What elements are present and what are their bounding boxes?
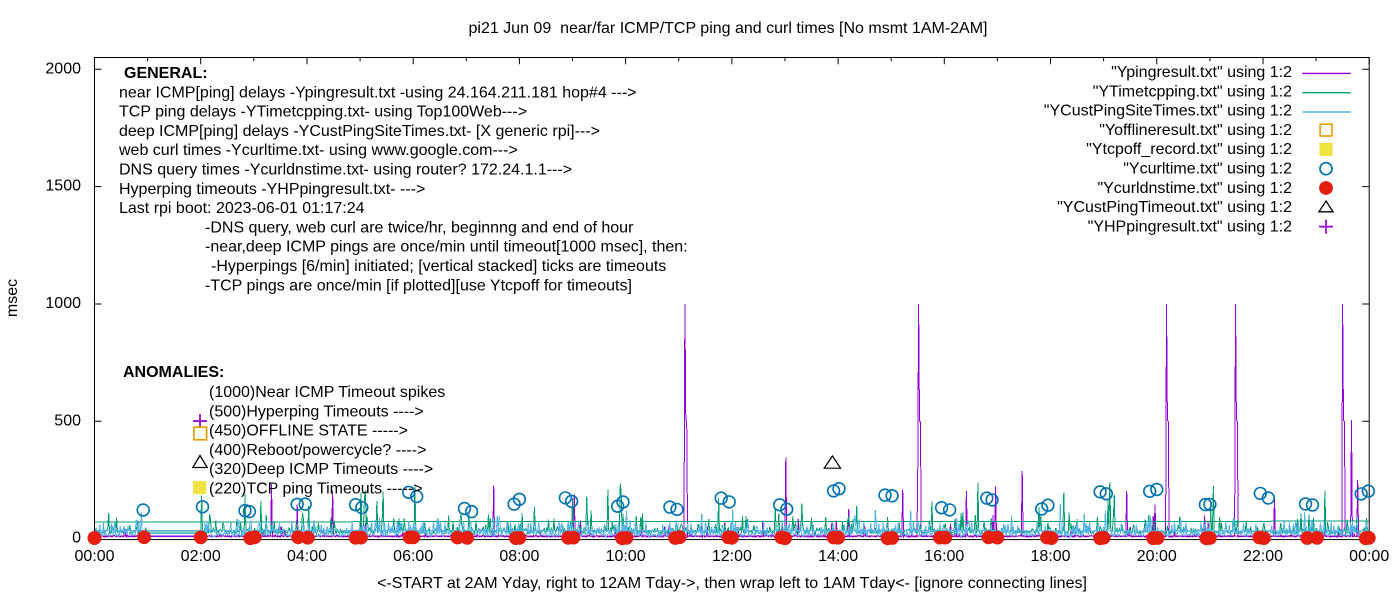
svg-text:"Ycurldnstime.txt" using 1:2: "Ycurldnstime.txt" using 1:2 <box>1097 180 1292 197</box>
svg-text:"YCustPingSiteTimes.txt" using: "YCustPingSiteTimes.txt" using 1:2 <box>1044 103 1292 120</box>
svg-text:(500)Hyperping Timeouts ---->: (500)Hyperping Timeouts ----> <box>209 403 424 420</box>
svg-text:20:00: 20:00 <box>1137 548 1177 565</box>
svg-text:pi21 Jun 09 near/far ICMP/TCP: pi21 Jun 09 near/far ICMP/TCP ping and c… <box>468 20 987 37</box>
svg-text:14:00: 14:00 <box>818 548 858 565</box>
svg-text:near ICMP[ping] delays -Ypingr: near ICMP[ping] delays -Ypingresult.txt … <box>119 84 636 101</box>
svg-text:06:00: 06:00 <box>393 548 433 565</box>
svg-text:10:00: 10:00 <box>606 548 646 565</box>
svg-text:0: 0 <box>72 530 81 547</box>
svg-text:(450)OFFLINE STATE ----->: (450)OFFLINE STATE -----> <box>209 423 408 440</box>
svg-text:04:00: 04:00 <box>287 548 327 565</box>
svg-text:16:00: 16:00 <box>924 548 964 565</box>
svg-text:-Hyperpings [6/min] initiated;: -Hyperpings [6/min] initiated; [vertical… <box>211 258 666 275</box>
svg-text:(320)Deep ICMP Timeouts ---->: (320)Deep ICMP Timeouts ----> <box>209 461 433 478</box>
svg-text:Last rpi boot: 2023-06-01 01:1: Last rpi boot: 2023-06-01 01:17:24 <box>119 200 365 217</box>
svg-text:web curl times -Ycurltime.txt-: web curl times -Ycurltime.txt- using www… <box>118 142 518 159</box>
svg-text:-DNS query, web curl are twice: -DNS query, web curl are twice/hr, begin… <box>205 219 634 236</box>
svg-text:"YCustPingTimeout.txt" using 1: "YCustPingTimeout.txt" using 1:2 <box>1057 199 1292 216</box>
svg-text:DNS query times -Ycurldnstime.: DNS query times -Ycurldnstime.txt- using… <box>119 162 572 179</box>
svg-text:22:00: 22:00 <box>1243 548 1283 565</box>
svg-text:18:00: 18:00 <box>1030 548 1070 565</box>
svg-text:"Ycurltime.txt" using 1:2: "Ycurltime.txt" using 1:2 <box>1123 161 1292 178</box>
svg-text:12:00: 12:00 <box>712 548 752 565</box>
svg-text:"Ytcpoff_record.txt" using 1:2: "Ytcpoff_record.txt" using 1:2 <box>1086 141 1292 158</box>
svg-text:08:00: 08:00 <box>499 548 539 565</box>
svg-text:"YHPpingresult.txt" using 1:2: "YHPpingresult.txt" using 1:2 <box>1088 218 1292 235</box>
svg-text:00:00: 00:00 <box>1349 548 1389 565</box>
svg-text:TCP ping delays -YTimetcpping.: TCP ping delays -YTimetcpping.txt- using… <box>119 104 527 121</box>
svg-text:1500: 1500 <box>45 178 81 195</box>
svg-text:(1000)Near ICMP Timeout spikes: (1000)Near ICMP Timeout spikes <box>209 384 445 401</box>
svg-text:2000: 2000 <box>45 60 81 77</box>
svg-text:"Ypingresult.txt" using 1:2: "Ypingresult.txt" using 1:2 <box>1111 64 1292 81</box>
svg-text:"YTimetcpping.txt" using 1:2: "YTimetcpping.txt" using 1:2 <box>1093 83 1292 100</box>
svg-text:Hyperping timeouts -YHPpingres: Hyperping timeouts -YHPpingresult.txt- -… <box>119 181 425 198</box>
svg-text:00:00: 00:00 <box>74 548 114 565</box>
svg-text:"Yofflineresult.txt" using 1:2: "Yofflineresult.txt" using 1:2 <box>1099 122 1292 139</box>
svg-text:(400)Reboot/powercycle? ---->: (400)Reboot/powercycle? ----> <box>209 442 426 459</box>
svg-text:GENERAL:: GENERAL: <box>124 65 208 82</box>
svg-text:ANOMALIES:: ANOMALIES: <box>123 364 224 381</box>
svg-text:02:00: 02:00 <box>181 548 221 565</box>
svg-text:-near,deep ICMP pings are once: -near,deep ICMP pings are once/min until… <box>205 239 688 256</box>
svg-text:500: 500 <box>54 412 81 429</box>
svg-text:<-START at 2AM Yday, right to: <-START at 2AM Yday, right to 12AM Tday-… <box>377 575 1087 592</box>
svg-text:-TCP pings are once/min [if pl: -TCP pings are once/min [if plotted][use… <box>205 277 632 294</box>
svg-text:deep ICMP[ping] delays -YCustP: deep ICMP[ping] delays -YCustPingSiteTim… <box>119 123 600 140</box>
svg-text:1000: 1000 <box>45 295 81 312</box>
svg-text:msec: msec <box>4 279 21 317</box>
svg-text:(220)TCP ping Timeouts ----->: (220)TCP ping Timeouts -----> <box>209 481 423 498</box>
